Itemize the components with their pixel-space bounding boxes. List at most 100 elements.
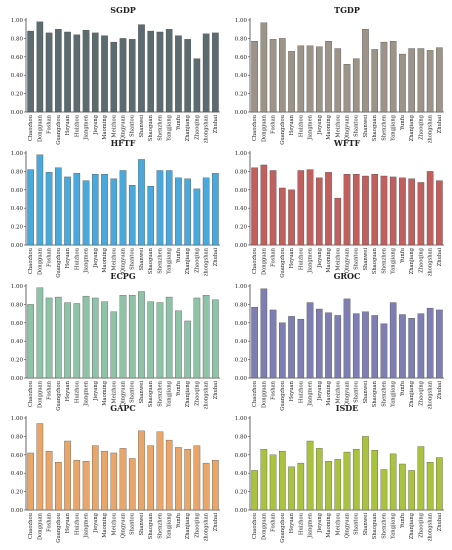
x-tick-label: Shanwei — [363, 513, 369, 536]
chart-title: GAPC — [110, 403, 135, 413]
bar-meizhou — [110, 311, 118, 379]
bar-yangjiang — [389, 302, 397, 379]
x-tick-label: Heyuan — [289, 247, 295, 268]
bar-maoming — [101, 174, 108, 246]
x-tick-label: Zhaoqing — [418, 114, 424, 139]
bar-huizhou — [73, 173, 81, 246]
bar-zhaoqing — [417, 182, 425, 246]
y-tick-label: 0.20 — [235, 225, 248, 231]
x-tick-label: Zhaoqing — [194, 512, 200, 537]
bar-maoming — [101, 35, 108, 113]
bar-zhanjiang — [408, 470, 415, 511]
bar-dongguan — [260, 288, 268, 379]
bar-zhuhai — [212, 173, 219, 246]
bar-shenzhen — [156, 302, 164, 379]
x-tick-label: Meizhou — [111, 512, 117, 535]
bar-shantou — [352, 449, 360, 511]
bar-jieyang — [91, 32, 99, 113]
x-tick-label: Maoming — [326, 380, 332, 405]
x-tick-label: Shanwei — [363, 381, 369, 404]
x-tick-label: Shanwei — [139, 115, 145, 138]
bar-qingyuan — [343, 174, 351, 246]
bar-jieyang — [91, 445, 99, 511]
chart-title: WFTF — [333, 138, 361, 148]
bar-shaoguan — [147, 30, 155, 113]
bar-guangzhou — [279, 450, 286, 511]
x-tick-label: Maoming — [326, 247, 332, 272]
y-tick-label: 0.80 — [11, 169, 24, 175]
x-tick-label: Meizhou — [111, 380, 117, 403]
bar-yangjiang — [165, 439, 173, 511]
chart-groc: GROC 0.00 0.20 0.40 0.60 0.80 1.00 Chaozhou Dong… — [235, 271, 444, 411]
chart-title: ISDE — [336, 403, 359, 413]
bar-foshan — [45, 450, 53, 511]
bar-guangzhou — [55, 462, 62, 511]
bar-heyuan — [64, 31, 71, 113]
bar-zhanjiang — [184, 178, 191, 246]
x-tick-label: Yangjiang — [391, 512, 397, 539]
x-tick-label: Shantou — [130, 380, 136, 403]
y-tick-label: 1.00 — [235, 416, 248, 422]
bar-foshan — [269, 454, 277, 511]
x-tick-label: Zhaoqing — [418, 512, 424, 537]
x-tick-label: Shantou — [354, 380, 360, 403]
bar-yunfu — [399, 463, 406, 511]
bar-yunfu — [399, 314, 406, 379]
x-tick-label: Jieyang — [93, 247, 99, 268]
bar-shantou — [128, 39, 136, 113]
bar-shenzhen — [380, 323, 388, 379]
x-tick-label: Zhuhai — [437, 513, 443, 532]
bar-heyuan — [288, 51, 295, 113]
bar-zhaoqing — [417, 313, 425, 379]
x-tick-label: Shantou — [130, 512, 136, 535]
bar-yunfu — [175, 35, 182, 113]
bar-dongguan — [36, 154, 44, 246]
x-tick-label: Zhuhai — [213, 513, 219, 532]
bar-meizhou — [334, 197, 342, 246]
bar-chaozhou — [251, 307, 258, 379]
bar-shanwei — [362, 436, 369, 511]
bar-shanwei — [362, 311, 369, 379]
x-tick-label: zhongshan — [428, 380, 434, 409]
x-tick-label: Chaozhou — [28, 380, 34, 407]
y-tick-label: 0.80 — [11, 434, 24, 440]
x-tick-label: Heyuan — [65, 247, 71, 268]
bar-jieyang — [315, 177, 323, 246]
x-tick-label: Jiangmen — [84, 114, 90, 140]
bar-heyuan — [288, 316, 295, 379]
x-tick-label: zhongshan — [428, 512, 434, 541]
bar-zhaoqing — [193, 297, 201, 379]
x-tick-label: Yunfu — [176, 512, 182, 529]
x-tick-label: Meizhou — [335, 114, 341, 137]
bar-foshan — [269, 39, 277, 113]
x-tick-label: Shaoguan — [148, 380, 154, 407]
bar-shaoguan — [371, 174, 379, 246]
x-tick-label: Meizhou — [335, 380, 341, 403]
bar-foshan — [45, 172, 53, 246]
bar-qingyuan — [119, 295, 127, 379]
x-tick-label: Jieyang — [93, 380, 99, 401]
bar-huizhou — [73, 303, 81, 379]
bar-yangjiang — [165, 170, 173, 246]
bar-zhanjiang — [184, 449, 191, 511]
x-tick-label: Chaozhou — [28, 512, 34, 539]
bar-shantou — [352, 58, 360, 113]
y-tick-label: 1.00 — [11, 151, 24, 157]
y-tick-label: 0.80 — [235, 302, 248, 308]
y-tick-label: 1.00 — [11, 284, 24, 290]
bar-shaoguan — [147, 301, 155, 379]
bar-yunfu — [399, 177, 406, 246]
bar-zhongshan — [426, 462, 434, 511]
y-tick-label: 0.00 — [11, 110, 24, 116]
bar-zhongshan — [426, 171, 434, 246]
bar-yangjiang — [389, 176, 397, 246]
y-tick-label: 0.60 — [11, 55, 24, 61]
bar-dongguan — [36, 423, 44, 511]
x-tick-label: Dongguan — [37, 114, 43, 142]
bar-meizhou — [334, 48, 342, 113]
bar-huizhou — [297, 462, 305, 511]
x-tick-label: Meizhou — [111, 247, 117, 270]
y-tick-label: 0.00 — [11, 243, 24, 249]
bar-jiangmen — [306, 440, 314, 511]
bar-zhanjiang — [184, 39, 191, 113]
